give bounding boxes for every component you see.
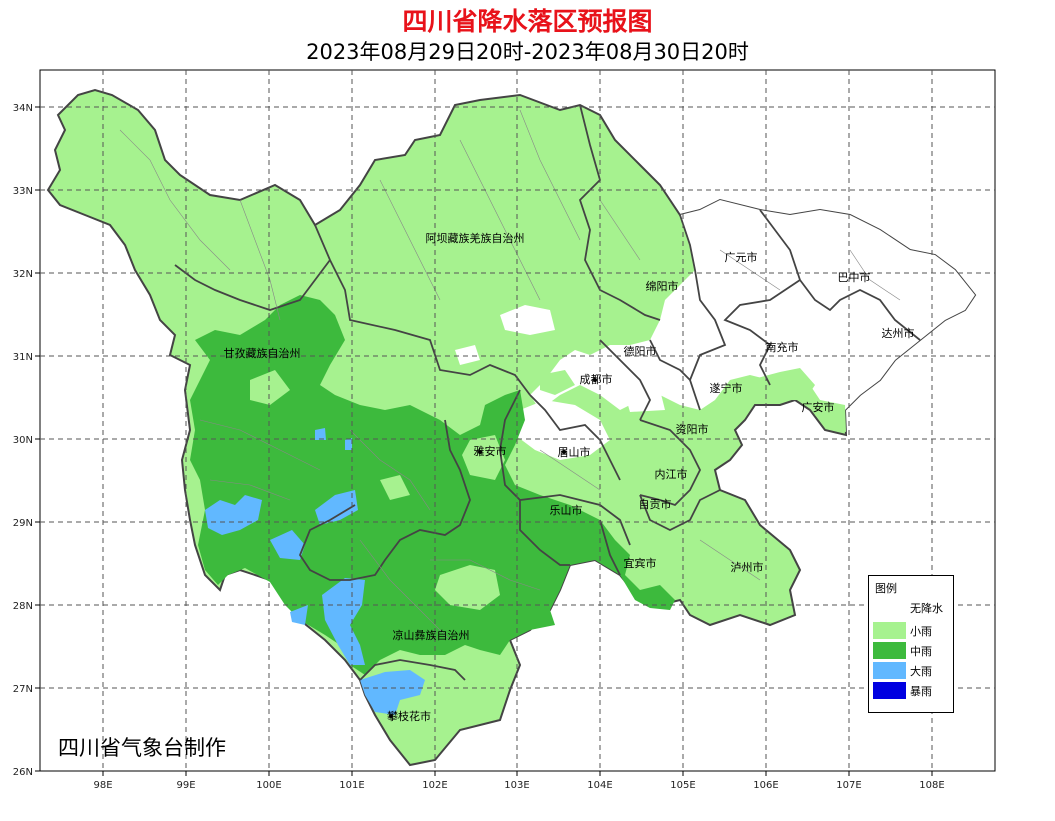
city-markers	[389, 378, 597, 718]
region-label: 巴中市	[838, 270, 871, 284]
region-label: 绵阳市	[646, 279, 679, 293]
no-precip-area	[530, 200, 975, 410]
heavy-rain-area	[322, 578, 365, 665]
region-label: 南充市	[766, 340, 799, 354]
no-precip-patch	[500, 305, 555, 335]
no-precip-patch	[455, 345, 480, 365]
x-tick-label: 104E	[587, 780, 612, 791]
light-rain-patch	[462, 435, 505, 480]
region-label: 凉山彝族自治州	[393, 628, 470, 642]
legend-label: 暴雨	[910, 685, 932, 698]
map-title: 四川省降水落区预报图	[402, 7, 653, 36]
heavy-rain-area	[270, 530, 305, 560]
prefecture-boundaries	[174, 104, 921, 681]
x-tick-label: 107E	[836, 780, 861, 791]
heavy-rain-area	[315, 490, 358, 525]
x-tick-label: 105E	[670, 780, 695, 791]
region-label: 宜宾市	[624, 556, 657, 570]
region-label: 德阳市	[624, 344, 657, 358]
y-tick-label: 28N	[13, 601, 33, 612]
x-tick-label: 100E	[256, 780, 281, 791]
legend-item: 中雨	[873, 642, 951, 659]
region-label: 广元市	[725, 250, 758, 264]
legend-label: 无降水	[910, 602, 943, 615]
credit-text: 四川省气象台制作	[58, 736, 226, 760]
region-label: 雅安市	[474, 444, 507, 458]
legend-swatch	[873, 622, 906, 639]
y-tick-label: 33N	[13, 186, 33, 197]
region-label: 遂宁市	[710, 381, 743, 395]
legend-item: 暴雨	[873, 682, 951, 699]
y-tick-label: 30N	[13, 435, 33, 446]
heavy-rain-area	[360, 670, 425, 715]
legend-label: 中雨	[910, 645, 932, 658]
x-tick-label: 108E	[919, 780, 944, 791]
no-precip-patch	[690, 225, 710, 245]
y-tick-label: 32N	[13, 269, 33, 280]
x-tick-label: 101E	[339, 780, 364, 791]
legend-swatch	[873, 682, 906, 699]
legend-swatch	[873, 599, 906, 616]
light-rain-patch	[250, 370, 290, 405]
region-label: 泸州市	[731, 560, 764, 574]
map-subtitle: 2023年08月29日20时-2023年08月30日20时	[306, 40, 749, 64]
no-precip-patch	[625, 390, 665, 412]
region-label: 资阳市	[676, 422, 709, 436]
heavy-rain-area	[345, 438, 352, 450]
x-tick-label: 99E	[176, 780, 195, 791]
legend-item: 小雨	[873, 622, 951, 639]
legend-item: 大雨	[873, 662, 951, 679]
region-label: 眉山市	[558, 445, 591, 459]
region-label: 甘孜藏族自治州	[224, 346, 301, 360]
region-label: 攀枝花市	[387, 709, 431, 723]
legend-label: 大雨	[910, 665, 932, 678]
region-label: 自贡市	[639, 497, 672, 511]
y-tick-label: 31N	[13, 352, 33, 363]
legend-label: 小雨	[910, 625, 932, 638]
moderate-rain-area	[190, 295, 675, 675]
heavy-rain-area	[205, 495, 262, 535]
x-tick-label: 103E	[504, 780, 529, 791]
county-boundaries	[119, 109, 901, 641]
legend-swatch	[873, 642, 906, 659]
legend-swatch	[873, 662, 906, 679]
y-tick-label: 34N	[13, 103, 33, 114]
light-rain-patch	[380, 475, 410, 500]
x-tick-label: 98E	[93, 780, 112, 791]
graticule	[40, 70, 995, 771]
x-tick-label: 106E	[753, 780, 778, 791]
region-label: 达州市	[882, 326, 915, 340]
y-tick-label: 26N	[13, 767, 33, 778]
y-tick-label: 27N	[13, 684, 33, 695]
heavy-rain-area	[315, 428, 326, 440]
region-label: 内江市	[655, 467, 688, 481]
light-rain-patch	[815, 400, 846, 432]
light-rain-patch	[435, 565, 500, 610]
region-label: 乐山市	[550, 503, 583, 517]
region-label: 广安市	[802, 400, 835, 414]
heavy-rain-area	[290, 605, 308, 625]
axis-ticks	[35, 106, 933, 776]
light-rain-patch	[540, 370, 575, 395]
region-label: 阿坝藏族羌族自治州	[426, 231, 525, 245]
x-tick-label: 102E	[422, 780, 447, 791]
legend: 图例 无降水 小雨 中雨 大雨 暴雨	[868, 575, 954, 713]
y-tick-label: 29N	[13, 518, 33, 529]
legend-item: 无降水	[873, 599, 951, 616]
legend-title: 图例	[875, 582, 897, 595]
